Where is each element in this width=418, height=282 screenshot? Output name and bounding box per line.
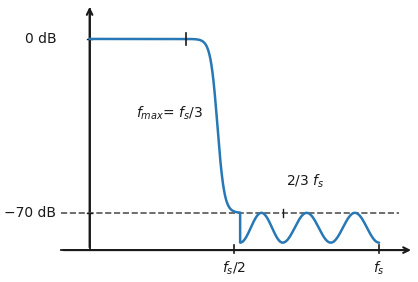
Text: $f_s$/2: $f_s$/2 bbox=[222, 260, 246, 277]
Text: $f_s$: $f_s$ bbox=[373, 260, 385, 277]
Text: −70 dB: −70 dB bbox=[4, 206, 56, 220]
Text: 0 dB: 0 dB bbox=[25, 32, 56, 46]
Text: $f_{max}$= $f_s$/3: $f_{max}$= $f_s$/3 bbox=[136, 105, 203, 122]
Text: 2/3 $f_s$: 2/3 $f_s$ bbox=[285, 173, 324, 190]
